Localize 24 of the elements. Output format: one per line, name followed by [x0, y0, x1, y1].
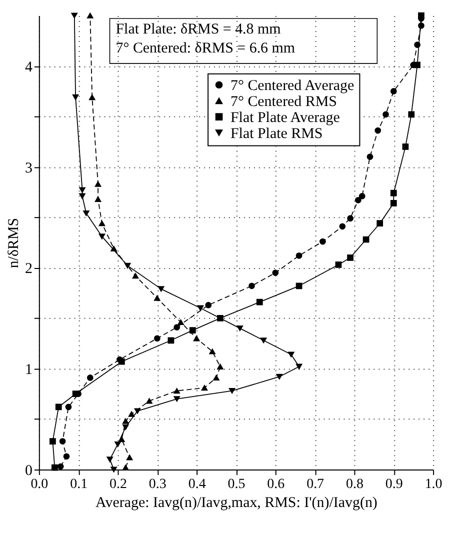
x-tick-label: 0.9 — [385, 476, 403, 492]
x-tick-label: 0.6 — [267, 476, 285, 492]
y-tick-label: 2 — [24, 261, 32, 278]
x-tick-label: 0.1 — [70, 476, 88, 492]
x-tick-label: 0.5 — [228, 476, 246, 492]
annotation: Flat Plate: δRMS = 4.8 mm — [116, 21, 282, 38]
x-tick-label: 0.3 — [148, 476, 166, 492]
y-tick-label: 4 — [24, 59, 33, 76]
x-tick-label: 0.8 — [346, 476, 364, 492]
x-tick-label: 0.2 — [110, 476, 127, 492]
x-tick-label: 0.7 — [306, 476, 324, 492]
y-tick-label: 0 — [24, 463, 32, 480]
x-tick-label: 1.0 — [424, 476, 442, 492]
x-tick-label: 0.4 — [188, 476, 206, 492]
legend-label: 7° Centered RMS — [230, 94, 337, 110]
legend-label: 7° Centered Average — [230, 78, 354, 94]
legend-label: Flat Plate Average — [230, 110, 340, 126]
x-tick-label: 0.0 — [30, 476, 48, 492]
legend-label: Flat Plate RMS — [230, 126, 323, 142]
y-tick-label: 1 — [24, 362, 32, 378]
y-axis-title: n/δRMS — [6, 218, 22, 268]
y-tick-label: 3 — [24, 160, 32, 176]
annotation: 7° Centered: δRMS = 6.6 mm — [116, 40, 296, 56]
x-axis-title: Average: Iavg(n)/Iavg,max, RMS: I'(n)/Iavg(n) — [96, 494, 378, 511]
